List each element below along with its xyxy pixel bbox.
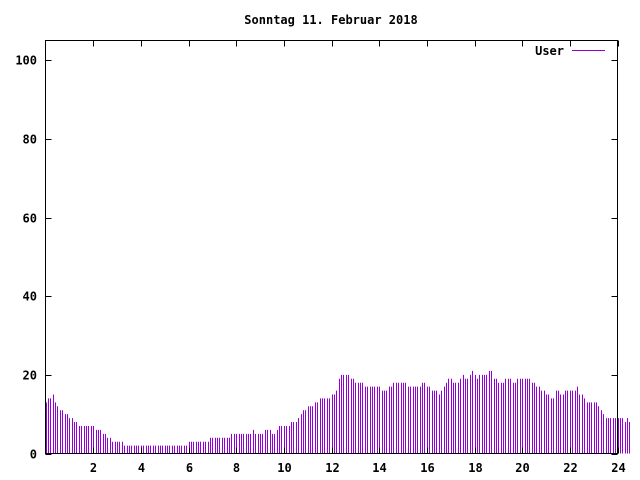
x-tick-label: 14	[372, 461, 386, 475]
x-tick-label: 24	[611, 461, 625, 475]
y-axis-ticks: 0 20 40 60 80 100	[15, 54, 618, 462]
x-tick-label: 20	[515, 461, 529, 475]
chart-title: Sonntag 11. Februar 2018	[244, 13, 417, 27]
x-tick-label: 4	[138, 461, 145, 475]
x-tick-label: 8	[233, 461, 240, 475]
x-tick-label: 18	[468, 461, 482, 475]
y-tick-label: 40	[23, 290, 37, 304]
plot-frame	[45, 40, 618, 454]
x-axis-ticks: 2 4 6 8 10 12 14 16 18 20 22 24	[90, 40, 626, 475]
x-tick-label: 6	[186, 461, 193, 475]
x-tick-label: 12	[325, 461, 339, 475]
y-tick-label: 20	[23, 369, 37, 383]
x-tick-label: 16	[420, 461, 434, 475]
legend: User	[535, 44, 605, 58]
x-tick-label: 2	[90, 461, 97, 475]
legend-label: User	[535, 44, 564, 58]
x-tick-label: 10	[277, 461, 291, 475]
y-tick-label: 0	[30, 448, 37, 462]
data-series	[46, 370, 630, 454]
x-tick-label: 22	[563, 461, 577, 475]
y-tick-label: 60	[23, 212, 37, 226]
y-tick-label: 100	[15, 54, 37, 68]
y-tick-label: 80	[23, 133, 37, 147]
